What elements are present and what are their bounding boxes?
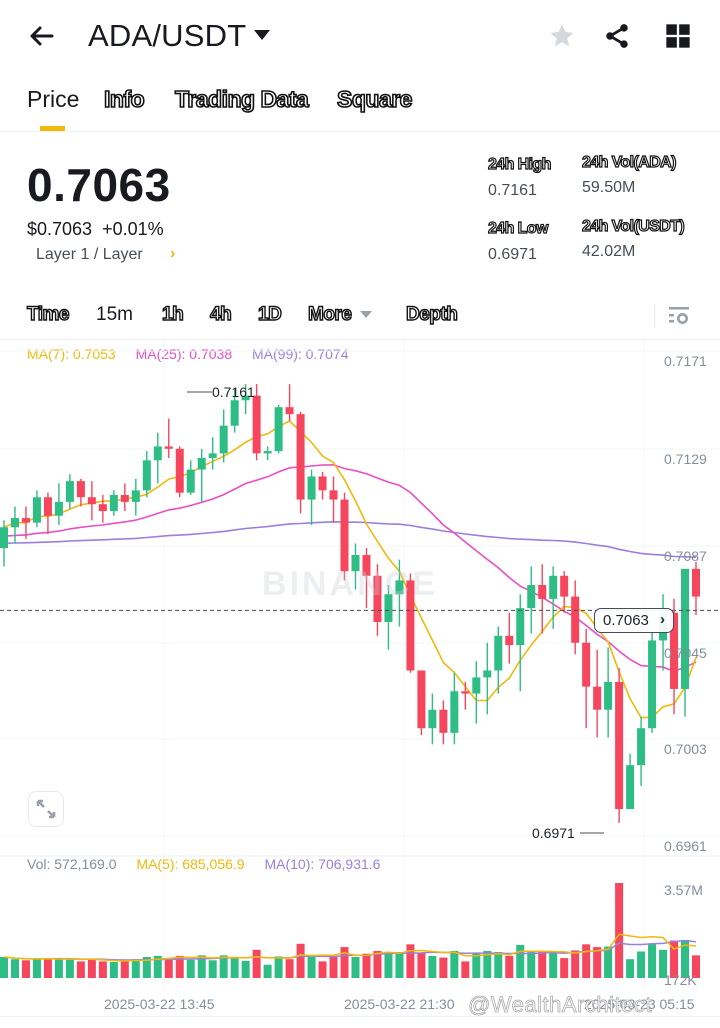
time-axis-label: 2025-03-22 13:45 xyxy=(104,996,215,1012)
vol-label: Vol: 572,169.0 xyxy=(27,856,117,872)
star-icon[interactable] xyxy=(548,22,576,50)
expand-icon xyxy=(36,799,56,819)
top-bar: ADA/USDT xyxy=(0,0,720,76)
low-marker: 0.6971 xyxy=(532,825,575,841)
stat-vol-base-value: 59.50M xyxy=(582,179,636,196)
time-axis-label: 2025-03-23 05:15 xyxy=(584,996,695,1012)
tab-info[interactable]: Info xyxy=(103,85,145,113)
tab-trading-data[interactable]: Trading Data xyxy=(174,85,309,113)
grid-icon[interactable] xyxy=(664,22,692,50)
volume-axis-label: 172K xyxy=(664,972,697,988)
vol-ma5-label: MA(5): 685,056.9 xyxy=(136,856,245,872)
ma7-label: MA(7): 0.7053 xyxy=(27,346,116,362)
more-caret-icon[interactable] xyxy=(360,311,372,318)
share-icon[interactable] xyxy=(603,22,631,50)
price-axis-label: 0.7129 xyxy=(664,451,707,467)
chevron-right-icon[interactable]: › xyxy=(170,245,176,262)
ma25-label: MA(25): 0.7038 xyxy=(135,346,233,362)
last-price: 0.7063 xyxy=(27,159,171,211)
tab-bar: Price Info Trading Data Square xyxy=(0,80,720,132)
chart-settings-icon[interactable] xyxy=(668,306,690,326)
pair-title[interactable]: ADA/USDT xyxy=(88,18,247,53)
price-axis-label: 0.7087 xyxy=(664,548,707,564)
interval-time[interactable]: Time xyxy=(26,303,70,325)
volume-axis-label: 3.57M xyxy=(664,882,703,898)
price-axis-label: 0.7003 xyxy=(664,741,707,757)
current-price-value: 0.7063 xyxy=(603,612,649,629)
candlestick-chart[interactable] xyxy=(0,340,720,990)
stat-vol-base-label: 24h Vol(ADA) xyxy=(581,153,677,171)
current-price-tag[interactable]: 0.7063 › xyxy=(594,608,674,633)
price-axis-label: 0.7171 xyxy=(664,353,707,369)
price-change: +0.01% xyxy=(102,219,164,239)
stat-low-value: 0.6971 xyxy=(488,246,537,263)
high-marker: 0.7161 xyxy=(212,384,255,400)
depth-tab[interactable]: Depth xyxy=(405,303,458,325)
stat-low-label: 24h Low xyxy=(487,219,549,237)
tab-square[interactable]: Square xyxy=(336,85,413,113)
user-watermark: @WealthArchitect xyxy=(468,992,652,1018)
dropdown-caret-icon[interactable] xyxy=(254,30,270,40)
interval-15m[interactable]: 15m xyxy=(96,304,133,325)
divider xyxy=(654,305,655,327)
chevron-right-icon: › xyxy=(660,611,665,628)
price-axis-label: 0.7045 xyxy=(664,645,707,661)
divider xyxy=(0,1016,720,1017)
interval-1d[interactable]: 1D xyxy=(257,303,282,325)
interval-more[interactable]: More xyxy=(307,303,352,325)
volume-legend: Vol: 572,169.0 MA(5): 685,056.9 MA(10): … xyxy=(27,856,396,872)
stat-high-value: 0.7161 xyxy=(488,182,537,199)
interval-bar: Time 15m 1h 4h 1D More Depth xyxy=(0,296,720,340)
interval-4h[interactable]: 4h xyxy=(209,303,232,325)
brand-watermark: BINANCE xyxy=(262,565,438,603)
ma-legend: MA(7): 0.7053 MA(25): 0.7038 MA(99): 0.7… xyxy=(27,346,365,362)
active-tab-indicator xyxy=(40,126,65,131)
tab-price[interactable]: Price xyxy=(27,86,80,112)
usd-price-change: $0.7063 +0.01% xyxy=(27,219,164,240)
ma99-label: MA(99): 0.7074 xyxy=(252,346,349,362)
fullscreen-button[interactable] xyxy=(28,791,64,827)
vol-ma10-label: MA(10): 706,931.6 xyxy=(264,856,381,872)
price-axis-label: 0.6961 xyxy=(664,838,707,854)
stat-vol-quote-label: 24h Vol(USDT) xyxy=(581,217,685,235)
back-arrow-icon[interactable] xyxy=(26,20,58,52)
interval-1h[interactable]: 1h xyxy=(161,303,184,325)
stat-high-label: 24h High xyxy=(487,155,552,173)
stat-vol-quote-value: 42.02M xyxy=(582,243,636,260)
category-tag[interactable]: Layer 1 / Layer xyxy=(36,246,143,263)
usd-price: $0.7063 xyxy=(27,219,93,239)
time-axis-label: 2025-03-22 21:30 xyxy=(344,996,455,1012)
